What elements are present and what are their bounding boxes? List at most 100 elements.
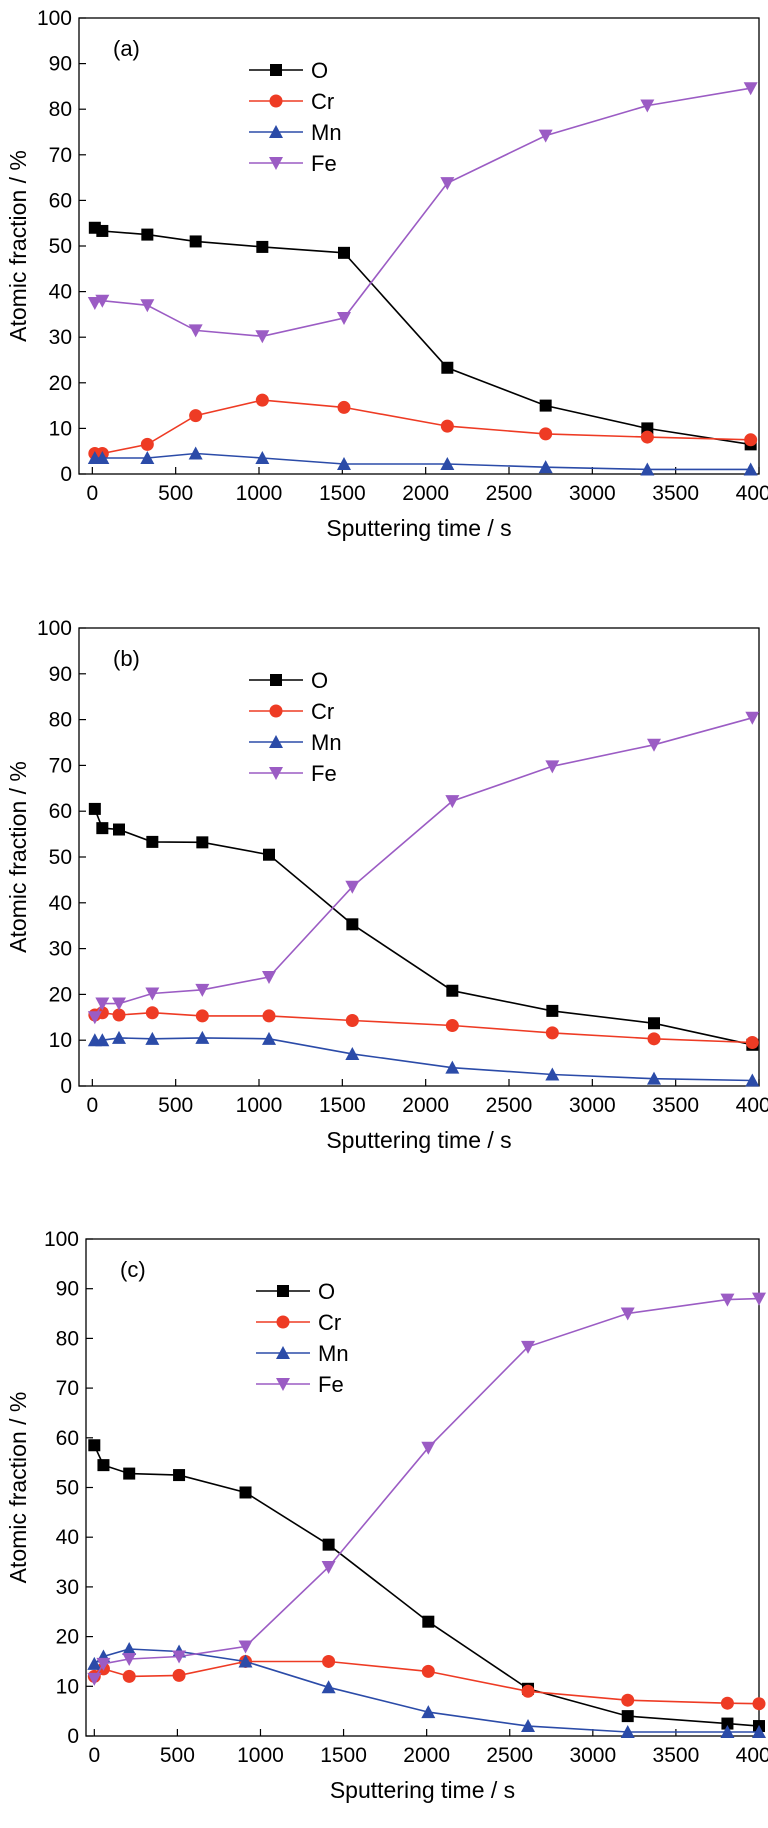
data-point-Mn xyxy=(421,1705,436,1719)
series-line-O xyxy=(93,1444,760,1727)
x-tick-label: 0 xyxy=(88,1744,100,1767)
data-point-Fe xyxy=(752,1292,766,1306)
x-tick-label: 500 xyxy=(160,1744,195,1767)
data-point-Fe xyxy=(87,1672,102,1686)
y-tick-label: 60 xyxy=(56,1427,79,1450)
data-point-Cr xyxy=(345,1014,359,1028)
data-point-Mn xyxy=(521,1719,536,1733)
legend-marker-Mn xyxy=(269,125,283,138)
y-tick-label: 100 xyxy=(37,617,72,640)
data-point-Mn xyxy=(345,1046,360,1060)
legend-marker-O xyxy=(270,674,282,686)
data-point-Fe xyxy=(440,177,455,191)
data-point-Fe xyxy=(145,987,160,1001)
y-tick-label: 70 xyxy=(49,144,72,167)
legend-label: Cr xyxy=(318,1310,341,1335)
data-point-Mn xyxy=(145,1031,160,1045)
data-point-Mn xyxy=(238,1654,253,1668)
data-point-Fe xyxy=(620,1307,635,1321)
data-point-O xyxy=(446,984,459,997)
y-axis-label: Atomic fraction / % xyxy=(5,1392,31,1584)
data-point-Fe xyxy=(745,711,760,725)
series-line-Mn xyxy=(93,1648,759,1733)
legend-marker-Mn xyxy=(269,735,283,748)
series-line-Mn xyxy=(94,452,751,471)
data-point-Cr xyxy=(745,1035,759,1049)
data-point-O xyxy=(441,361,454,374)
data-point-Fe xyxy=(262,970,276,984)
y-tick-label: 20 xyxy=(49,983,72,1006)
data-point-Cr xyxy=(621,1693,635,1707)
data-point-O xyxy=(621,1710,634,1723)
x-tick-label: 1000 xyxy=(236,482,283,505)
y-tick-label: 50 xyxy=(49,846,72,869)
data-point-Mn xyxy=(445,1060,460,1074)
data-point-O xyxy=(346,918,359,931)
data-point-Mn xyxy=(262,1031,276,1045)
legend-label: O xyxy=(318,1279,335,1304)
y-tick-label: 30 xyxy=(49,326,72,349)
x-tick-label: 2000 xyxy=(402,482,449,505)
y-tick-label: 50 xyxy=(49,235,72,258)
data-point-O xyxy=(88,1439,101,1452)
y-tick-label: 10 xyxy=(49,417,72,440)
data-point-Fe xyxy=(95,294,110,308)
x-tick-label: 2500 xyxy=(486,1094,533,1117)
data-point-Fe xyxy=(720,1293,735,1307)
data-point-O xyxy=(88,802,101,815)
data-point-O xyxy=(721,1717,734,1730)
data-point-Fe xyxy=(238,1640,253,1654)
y-tick-label: 90 xyxy=(49,53,72,76)
legend-label: Fe xyxy=(318,1372,344,1397)
data-point-Cr xyxy=(195,1009,209,1023)
data-point-Mn xyxy=(112,1030,126,1044)
data-point-O xyxy=(123,1467,136,1480)
y-tick-label: 90 xyxy=(56,1278,79,1301)
x-tick-label: 4000 xyxy=(736,1744,768,1767)
data-point-Mn xyxy=(752,1725,766,1739)
legend-label: Mn xyxy=(318,1341,349,1366)
data-point-Mn xyxy=(188,446,203,460)
plot-frame xyxy=(78,17,760,475)
legend-marker-Cr xyxy=(269,94,283,108)
data-point-Mn xyxy=(95,1033,110,1047)
legend-marker-Cr xyxy=(276,1315,290,1329)
data-point-O xyxy=(322,1538,335,1551)
legend-marker-Fe xyxy=(269,767,283,780)
data-point-Mn xyxy=(745,1073,760,1087)
data-point-Cr xyxy=(262,1009,276,1023)
data-point-Fe xyxy=(96,1657,111,1671)
data-point-Cr xyxy=(752,1697,766,1711)
x-tick-label: 1000 xyxy=(237,1744,284,1767)
y-tick-label: 30 xyxy=(56,1576,79,1599)
x-tick-label: 4000 xyxy=(736,482,768,505)
data-point-Cr xyxy=(445,1019,459,1033)
y-tick-label: 70 xyxy=(56,1377,79,1400)
data-point-Fe xyxy=(95,997,110,1011)
data-point-Fe xyxy=(140,299,155,313)
data-point-Mn xyxy=(620,1725,635,1739)
data-point-Fe xyxy=(545,760,560,774)
data-point-Fe xyxy=(421,1441,436,1455)
y-tick-label: 20 xyxy=(56,1626,79,1649)
y-axis-label: Atomic fraction / % xyxy=(5,150,31,342)
panel-label: (c) xyxy=(120,1257,146,1282)
y-tick-label: 60 xyxy=(49,800,72,823)
panel-label: (b) xyxy=(113,646,140,671)
data-point-O xyxy=(173,1469,186,1482)
data-point-Fe xyxy=(521,1340,536,1354)
legend-marker-Mn xyxy=(276,1346,290,1359)
y-tick-label: 50 xyxy=(56,1477,79,1500)
x-tick-label: 500 xyxy=(158,482,193,505)
data-point-Cr xyxy=(640,430,654,444)
data-point-Cr xyxy=(189,409,203,423)
x-tick-label: 2000 xyxy=(402,1094,449,1117)
legend-marker-Fe xyxy=(269,157,283,170)
data-point-Fe xyxy=(188,324,203,338)
data-point-Cr xyxy=(440,419,454,433)
series-line-Cr xyxy=(94,399,751,455)
series-line-O xyxy=(94,227,751,446)
